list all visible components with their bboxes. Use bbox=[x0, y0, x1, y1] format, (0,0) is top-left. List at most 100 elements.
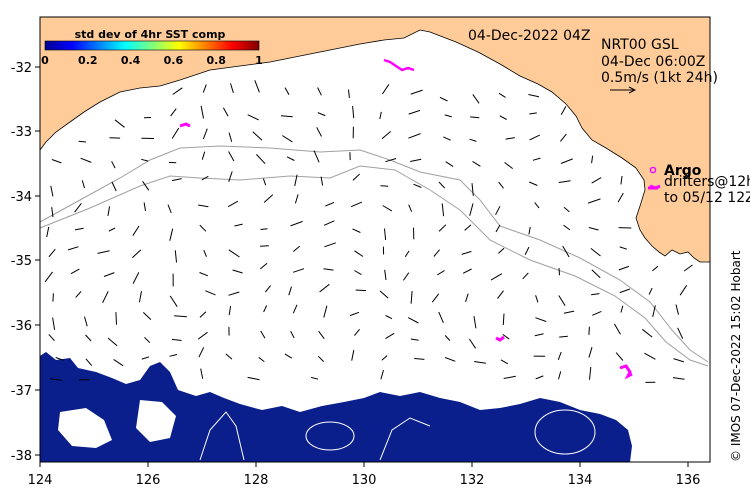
current-vector bbox=[131, 249, 142, 259]
current-vector bbox=[288, 286, 292, 296]
current-vector bbox=[408, 133, 421, 139]
sst-cloud-mask bbox=[136, 400, 176, 442]
current-vector bbox=[381, 131, 392, 140]
current-vector bbox=[641, 328, 653, 338]
current-vector bbox=[174, 250, 177, 263]
current-vector bbox=[51, 207, 54, 218]
current-vector bbox=[410, 158, 422, 162]
current-vector bbox=[404, 250, 410, 258]
scale-label: 0.5m/s (1kt 24h) bbox=[601, 70, 718, 86]
current-vector bbox=[529, 181, 538, 186]
current-vector bbox=[379, 290, 389, 299]
current-vector bbox=[588, 326, 590, 335]
sst-contour bbox=[305, 421, 355, 451]
current-vector bbox=[115, 312, 117, 325]
current-vector bbox=[683, 264, 693, 272]
current-vector bbox=[352, 173, 360, 181]
current-vector bbox=[500, 359, 509, 365]
current-vector bbox=[384, 269, 387, 280]
current-vector bbox=[260, 245, 269, 247]
current-vector bbox=[410, 89, 423, 95]
current-vector bbox=[502, 333, 510, 340]
current-vector bbox=[258, 356, 265, 363]
current-vector bbox=[55, 357, 64, 361]
current-vector bbox=[256, 154, 266, 165]
current-vector bbox=[78, 140, 87, 143]
current-vector bbox=[203, 250, 207, 257]
current-vector bbox=[144, 337, 151, 344]
current-vector bbox=[619, 288, 631, 294]
bathymetry-contour bbox=[39, 145, 709, 363]
current-vector bbox=[138, 291, 142, 303]
current-vector bbox=[172, 87, 183, 95]
current-vector bbox=[352, 228, 361, 233]
credit-label: © IMOS 07-Dec-2022 15:02 Hobart bbox=[729, 250, 743, 462]
current-vector bbox=[498, 181, 504, 189]
scale-arrow-head bbox=[628, 86, 637, 94]
x-tick-label: 126 bbox=[136, 473, 161, 488]
current-vector bbox=[384, 228, 387, 240]
current-vector bbox=[529, 134, 541, 141]
current-vector bbox=[355, 289, 367, 292]
current-vector bbox=[169, 295, 178, 307]
current-vector bbox=[97, 250, 110, 254]
current-vector bbox=[675, 304, 679, 315]
current-vector bbox=[470, 116, 480, 119]
current-vector bbox=[591, 177, 602, 184]
current-vector bbox=[535, 295, 539, 303]
current-vector bbox=[557, 351, 562, 360]
current-vector bbox=[141, 158, 149, 162]
current-vector bbox=[264, 285, 271, 293]
sst-contour bbox=[534, 409, 596, 455]
current-vector bbox=[468, 338, 477, 349]
current-vector bbox=[354, 270, 362, 276]
current-vector bbox=[618, 265, 630, 271]
current-vector bbox=[532, 157, 541, 161]
current-vector bbox=[591, 293, 600, 296]
current-vector bbox=[141, 356, 150, 360]
current-vector bbox=[132, 225, 140, 236]
current-vector bbox=[495, 224, 501, 233]
current-vector bbox=[445, 161, 454, 168]
current-vector bbox=[199, 224, 207, 232]
current-vector bbox=[52, 317, 56, 330]
current-vector bbox=[111, 161, 116, 169]
current-vector bbox=[294, 194, 299, 204]
current-vector bbox=[439, 96, 448, 102]
current-vector bbox=[263, 194, 274, 203]
sst-contour bbox=[379, 417, 431, 461]
current-vector bbox=[108, 227, 116, 232]
current-vector bbox=[524, 246, 530, 256]
argo-marker-icon bbox=[649, 166, 657, 174]
current-vector bbox=[472, 94, 480, 104]
current-vector bbox=[114, 119, 125, 128]
bathymetry-contour bbox=[39, 165, 709, 367]
current-vector bbox=[490, 273, 503, 281]
current-vector bbox=[528, 226, 531, 235]
current-vector bbox=[498, 92, 506, 98]
colorbar-tick-label: 1 bbox=[255, 54, 263, 67]
y-tick-label: -32 bbox=[11, 61, 32, 76]
sst-cloud-mask bbox=[58, 408, 112, 448]
current-vector bbox=[247, 376, 260, 381]
current-vector bbox=[198, 347, 205, 358]
current-vector bbox=[590, 248, 601, 257]
current-vector bbox=[380, 369, 384, 380]
current-vector bbox=[111, 181, 117, 192]
current-vector bbox=[502, 313, 505, 326]
current-vector bbox=[385, 315, 393, 320]
current-vector bbox=[438, 181, 446, 189]
current-vector bbox=[201, 175, 209, 181]
current-vector bbox=[438, 311, 444, 323]
current-vector bbox=[228, 151, 235, 162]
current-vector bbox=[407, 317, 419, 324]
current-vectors bbox=[44, 80, 693, 383]
current-vector bbox=[81, 180, 85, 189]
current-vector bbox=[414, 358, 425, 360]
current-vector bbox=[323, 305, 328, 318]
current-vector bbox=[472, 160, 481, 167]
current-vector bbox=[313, 150, 320, 163]
current-vector bbox=[292, 268, 305, 273]
current-vector bbox=[354, 328, 360, 336]
